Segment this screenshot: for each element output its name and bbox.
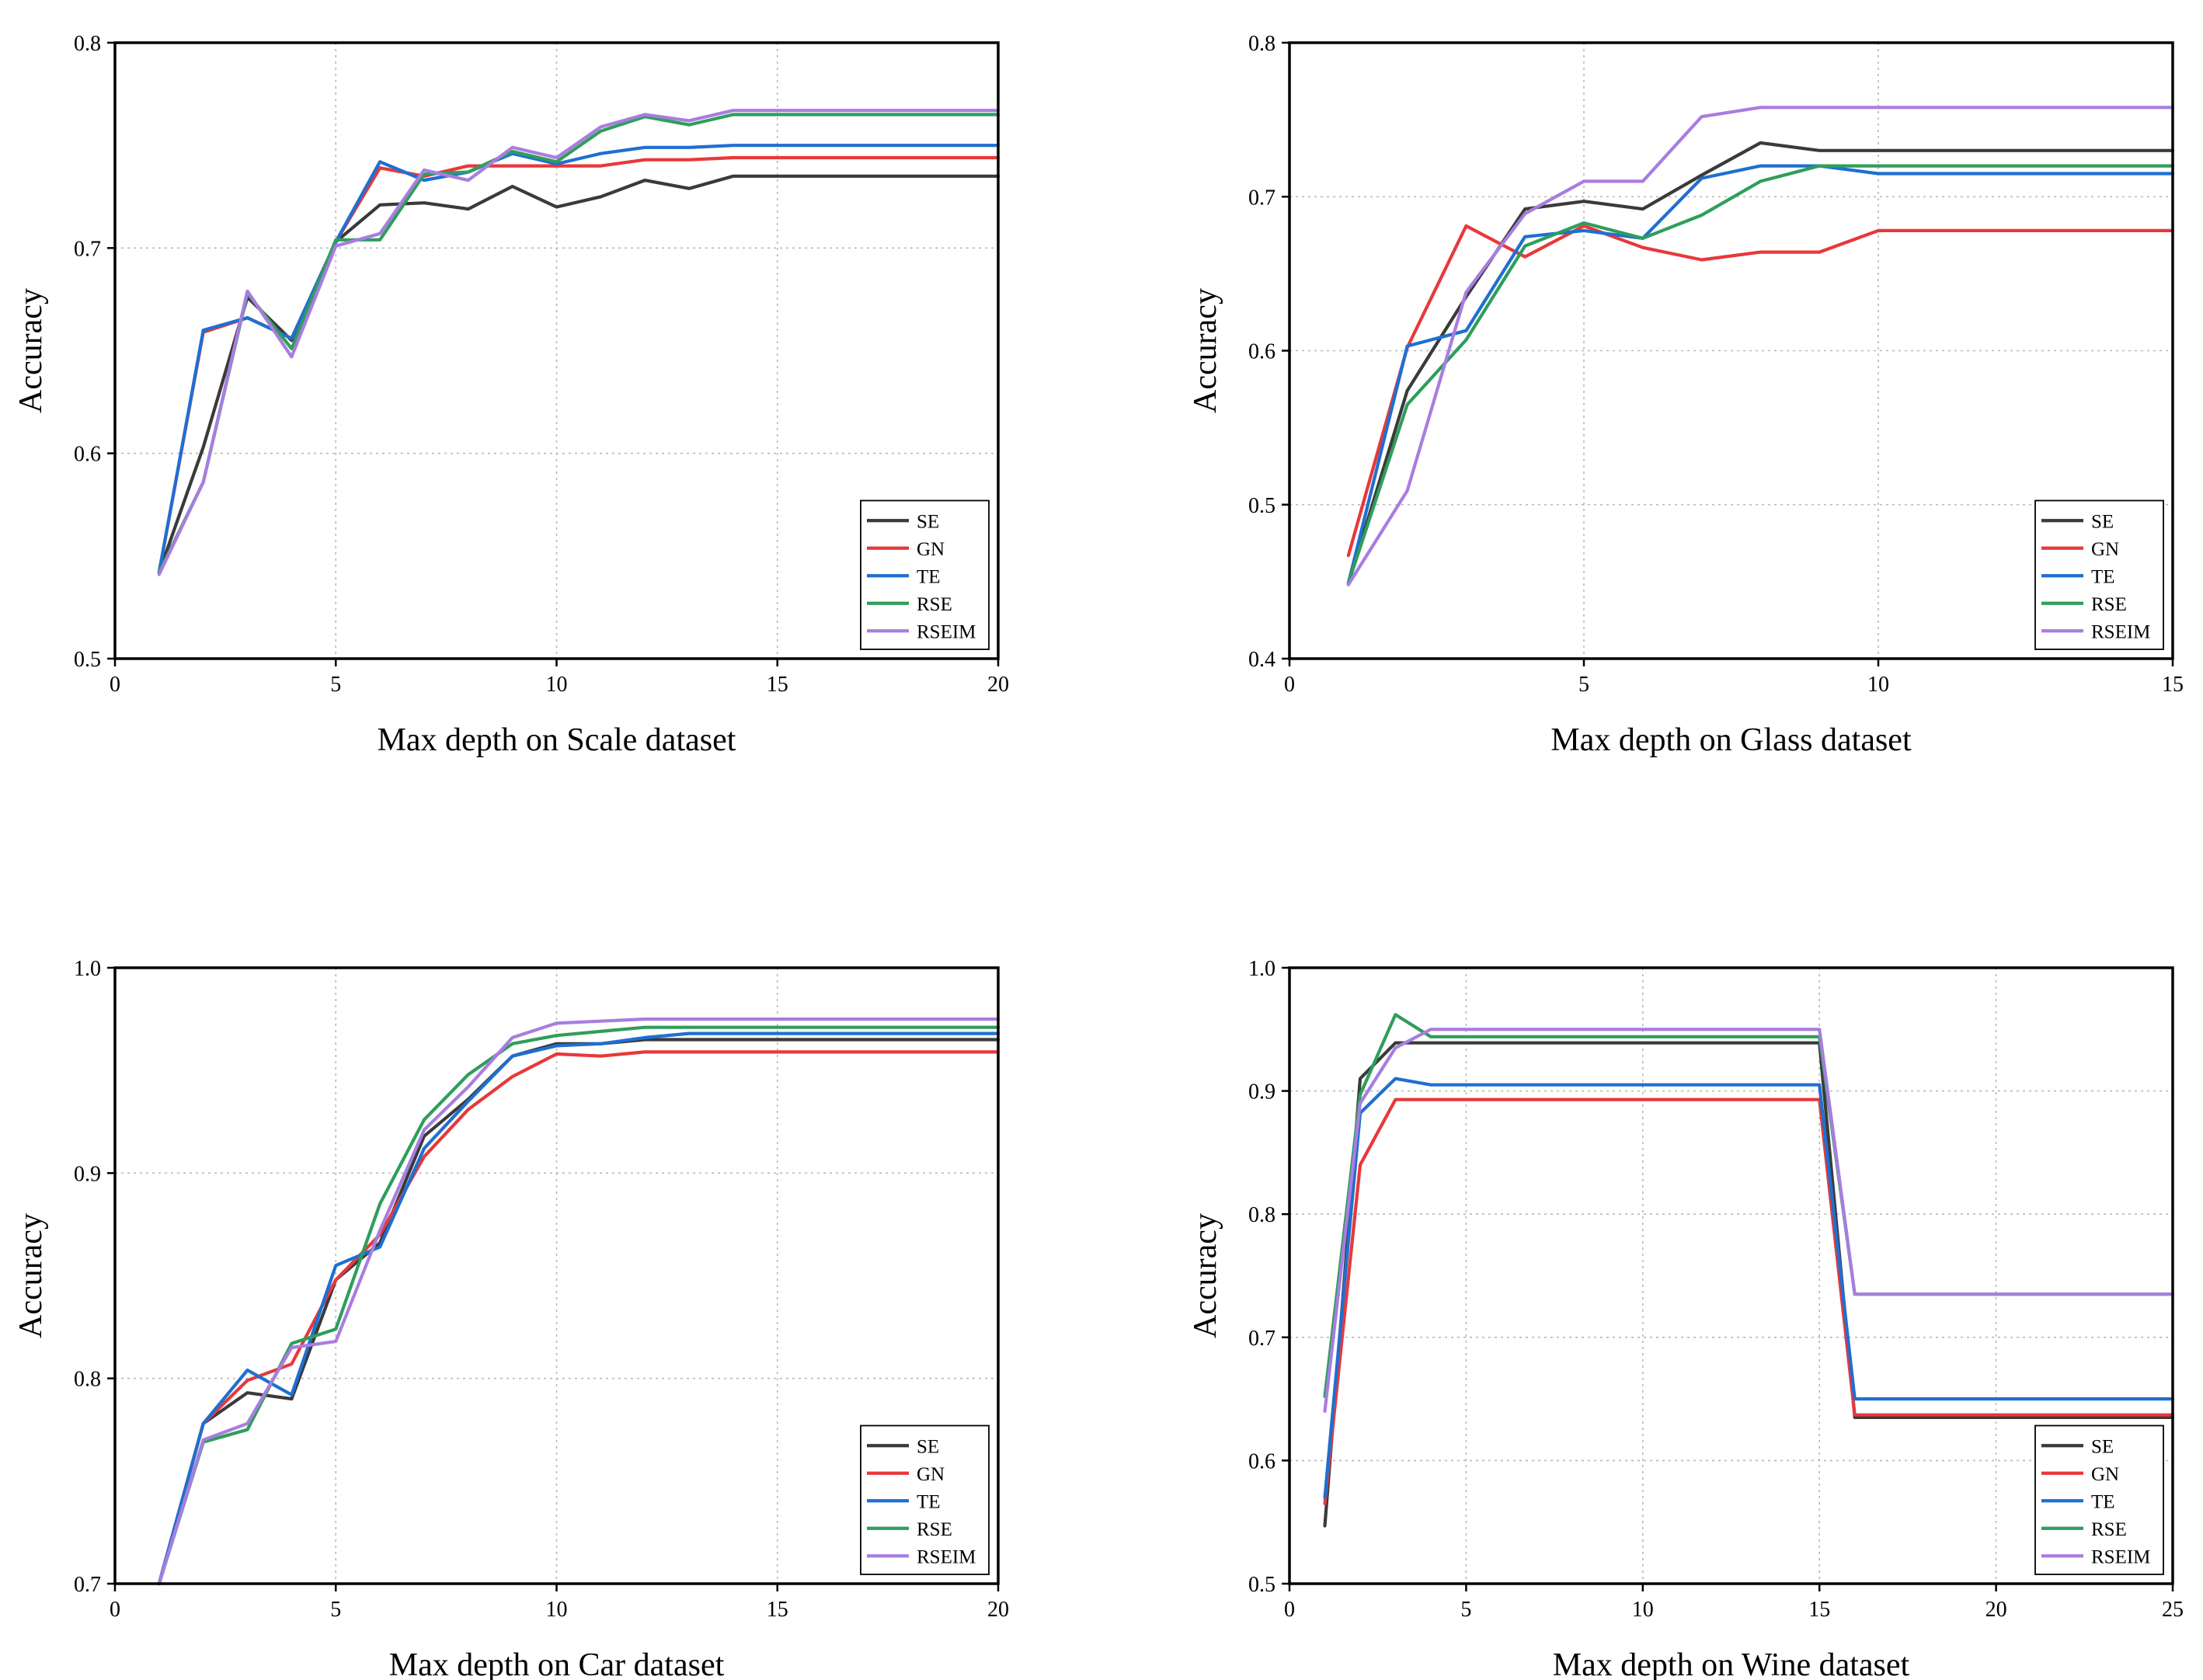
- chart-4-legend-label-rseim: RSEIM: [2091, 1546, 2150, 1567]
- chart-4-x-tick-label: 20: [1985, 1598, 2007, 1622]
- chart-2-series-rseim-line: [1346, 106, 2175, 586]
- chart-4-legend-label-se: SE: [2091, 1436, 2114, 1457]
- chart-2-legend-label-te: TE: [2091, 566, 2115, 587]
- chart-3-legend-label-te: TE: [917, 1491, 941, 1512]
- chart-3-series-gn-line: [157, 1050, 1001, 1586]
- chart-1-legend-label-gn: GN: [917, 539, 945, 560]
- chart-2-y-tick-label: 0.8: [1248, 32, 1276, 56]
- chart-1-y-tick-label: 0.8: [74, 32, 101, 56]
- chart-3-legend-label-se: SE: [917, 1436, 939, 1457]
- chart-4-y-tick-label: 0.6: [1248, 1449, 1276, 1473]
- chart-1-x-tick-label: 20: [987, 673, 1009, 697]
- chart-1-legend-label-rse: RSE: [917, 594, 952, 615]
- chart-2-legend-label-gn: GN: [2091, 539, 2119, 560]
- chart-4-y-tick-label: 0.7: [1248, 1327, 1276, 1351]
- chart-4-y-tick-label: 1.0: [1248, 957, 1276, 981]
- chart-3-x-tick-label: 10: [546, 1598, 568, 1622]
- chart-2-series-te-line: [1346, 164, 2175, 586]
- chart-2-x-tick-label: 0: [1284, 673, 1295, 697]
- chart-4: 0 5 10 15 20 25 0.5 0.6 0.7 0.8 0.9 1.0 Max depth on…: [1188, 957, 2184, 1680]
- chart-1-series-rse-line: [157, 113, 1001, 575]
- chart-1-y-tick-label: 0.7: [74, 237, 101, 261]
- chart-1-legend-label-se: SE: [917, 511, 939, 532]
- chart-1-x-axis-label: Max depth on Scale dataset: [378, 722, 736, 758]
- chart-2-x-tick-label: 5: [1578, 673, 1589, 697]
- chart-1-x-tick-label: 15: [767, 673, 788, 697]
- chart-1-y-axis-label: Accuracy: [13, 288, 49, 413]
- chart-4-legend-label-te: TE: [2091, 1491, 2115, 1512]
- chart-3-x-tick-label: 5: [330, 1598, 341, 1622]
- chart-4-series-rseim-line: [1323, 1028, 2175, 1414]
- chart-1-y-tick-label: 0.6: [74, 443, 101, 467]
- chart-3-y-tick-label: 0.7: [74, 1573, 101, 1597]
- chart-2-x-axis-label: Max depth on Glass dataset: [1550, 722, 1912, 758]
- chart-3-x-tick-label: 0: [110, 1598, 120, 1622]
- chart-1-x-tick-label: 5: [330, 673, 341, 697]
- chart-4-y-tick-label: 0.5: [1248, 1573, 1276, 1597]
- chart-4-x-tick-label: 10: [1632, 1598, 1654, 1622]
- chart-3-y-axis-label: Accuracy: [13, 1213, 49, 1338]
- chart-3-y-tick-label: 0.9: [74, 1162, 101, 1186]
- chart-4-legend: SE GN TE RSE RSEIM: [2034, 1424, 2164, 1575]
- chart-4-series-rse-line: [1323, 1013, 2175, 1399]
- chart-1-y-tick-label: 0.5: [74, 648, 101, 672]
- chart-2-x-tick-label: 10: [1867, 673, 1889, 697]
- chart-1-x-tick-label: 0: [110, 673, 120, 697]
- chart-4-series-se-line: [1323, 1041, 2175, 1528]
- chart-4-legend-label-gn: GN: [2091, 1464, 2119, 1485]
- chart-4-series-gn-line: [1323, 1097, 2175, 1506]
- chart-4-y-tick-label: 0.8: [1248, 1203, 1276, 1227]
- chart-4-x-tick-label: 0: [1284, 1598, 1295, 1622]
- chart-2-y-tick-label: 0.6: [1248, 340, 1276, 364]
- chart-2-legend-label-rseim: RSEIM: [2091, 621, 2150, 642]
- chart-1-legend-label-te: TE: [917, 566, 941, 587]
- chart-3-legend-label-rse: RSE: [917, 1519, 952, 1540]
- chart-4-y-axis-label: Accuracy: [1188, 1213, 1223, 1338]
- chart-3-x-tick-label: 15: [767, 1598, 788, 1622]
- chart-2-y-tick-label: 0.7: [1248, 186, 1276, 210]
- chart-2-x-tick-label: 15: [2162, 673, 2184, 697]
- chart-3-legend: SE GN TE RSE RSEIM: [860, 1424, 990, 1575]
- chart-2-y-axis-label: Accuracy: [1188, 288, 1223, 413]
- chart-3-series-rse-line: [157, 1025, 1001, 1586]
- chart-2-y-tick-label: 0.5: [1248, 494, 1276, 518]
- chart-4-y-tick-label: 0.9: [1248, 1080, 1276, 1104]
- chart-2-y-tick-label: 0.4: [1248, 648, 1276, 672]
- chart-3-legend-label-rseim: RSEIM: [917, 1546, 976, 1567]
- chart-3-y-tick-label: 1.0: [74, 957, 101, 981]
- chart-2-legend-label-rse: RSE: [2091, 594, 2127, 615]
- chart-1-x-tick-label: 10: [546, 673, 568, 697]
- chart-1: 0 5 10 15 20 0.5 0.6 0.7 0.8 Max depth on Scale d…: [13, 32, 1009, 758]
- chart-3-legend-label-gn: GN: [917, 1464, 945, 1485]
- chart-3-x-tick-label: 20: [987, 1598, 1009, 1622]
- chart-4-legend-label-rse: RSE: [2091, 1519, 2127, 1540]
- chart-2-series-rse-line: [1346, 164, 2175, 586]
- chart-3-legend-box: [860, 1424, 990, 1575]
- chart-3-series-rseim-line: [157, 1017, 1001, 1586]
- chart-2: 0 5 10 15 0.4 0.5 0.6 0.7 0.8 Max depth on Glass …: [1188, 32, 2184, 758]
- chart-1-series-te-line: [157, 144, 1001, 575]
- chart-4-x-tick-label: 5: [1460, 1598, 1471, 1622]
- chart-1-legend-label-rseim: RSEIM: [917, 621, 976, 642]
- chart-3: 0 5 10 15 20 0.7 0.8 0.9 1.0 Max depth on Car dat…: [13, 957, 1009, 1680]
- chart-2-legend-label-se: SE: [2091, 511, 2114, 532]
- chart-4-x-tick-label: 25: [2162, 1598, 2184, 1622]
- chart-4-series-te-line: [1323, 1077, 2175, 1500]
- chart-3-series-te-line: [157, 1031, 1001, 1586]
- chart-2-legend: SE GN TE RSE RSEIM: [2034, 499, 2164, 650]
- chart-4-x-tick-label: 15: [1808, 1598, 1830, 1622]
- chart-4-plot-frame: [1288, 966, 2174, 1585]
- chart-1-series-rseim-line: [157, 109, 1001, 576]
- chart-3-y-tick-label: 0.8: [74, 1368, 101, 1392]
- chart-1-legend: SE GN TE RSE RSEIM: [860, 499, 990, 650]
- chart-3-x-axis-label: Max depth on Car dataset: [389, 1647, 725, 1680]
- chart-4-x-axis-label: Max depth on Wine dataset: [1553, 1647, 1910, 1680]
- chart-2-series-gn-line: [1346, 224, 2175, 558]
